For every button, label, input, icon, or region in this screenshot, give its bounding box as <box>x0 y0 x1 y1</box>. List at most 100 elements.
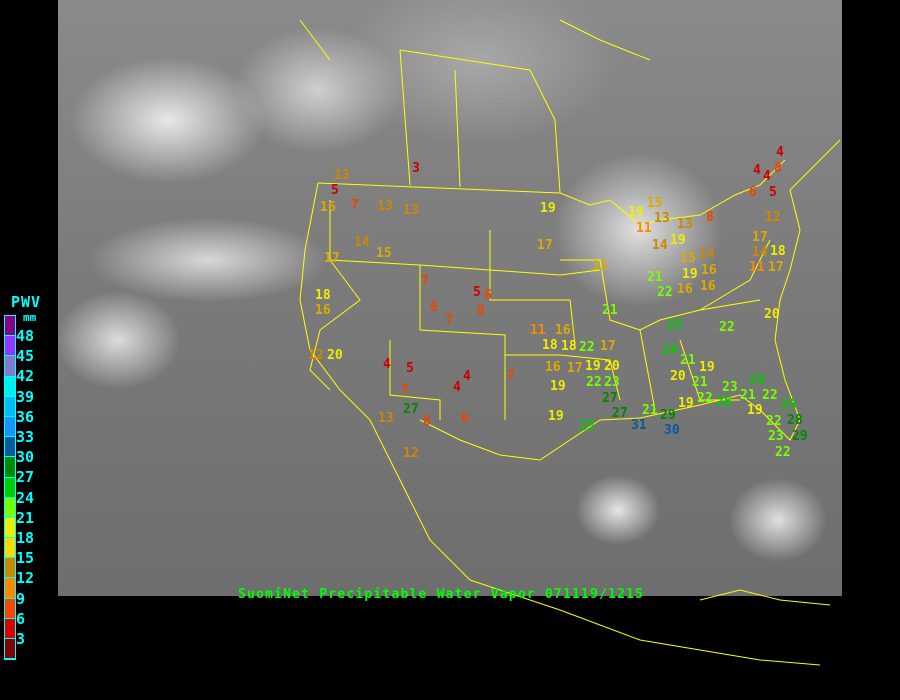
station-pwv-value: 20 <box>670 368 686 384</box>
station-pwv-value: 7 <box>445 312 453 328</box>
station-pwv-value: 16 <box>315 302 331 318</box>
legend-label: 27 <box>16 468 35 487</box>
station-pwv-value: 30 <box>664 422 680 438</box>
legend-label: 48 <box>16 327 35 345</box>
legend-swatch <box>5 396 15 417</box>
station-pwv-value: 21 <box>740 387 756 403</box>
station-pwv-value: 21 <box>647 269 663 285</box>
legend-swatch <box>5 356 15 377</box>
legend-swatch <box>5 517 15 539</box>
legend-swatch <box>5 497 15 518</box>
legend-swatch <box>5 457 15 478</box>
station-pwv-value: 8 <box>706 209 714 225</box>
station-pwv-value: 23 <box>722 379 738 395</box>
satellite-image <box>58 0 842 596</box>
station-pwv-value: 16 <box>700 278 716 294</box>
station-pwv-value: 4 <box>763 168 771 184</box>
station-pwv-value: 11 <box>749 259 765 275</box>
station-pwv-value: 20 <box>604 358 620 374</box>
station-pwv-value: 12 <box>403 445 419 461</box>
station-pwv-value: 19 <box>550 378 566 394</box>
station-pwv-value: 17 <box>324 250 340 266</box>
station-pwv-value: 7 <box>351 197 359 213</box>
station-pwv-value: 3 <box>412 160 420 176</box>
station-pwv-value: 17 <box>537 237 553 253</box>
station-pwv-value: 22 <box>775 444 791 460</box>
station-pwv-value: 31 <box>631 417 647 433</box>
station-pwv-value: 5 <box>769 184 777 200</box>
station-pwv-value: 13 <box>377 198 393 214</box>
legend-swatch <box>5 538 15 559</box>
station-pwv-value: 22 <box>697 390 713 406</box>
station-pwv-value: 27 <box>403 401 419 417</box>
legend-label: 45 <box>16 347 35 366</box>
legend-swatch <box>5 578 15 599</box>
station-pwv-value: 15 <box>647 195 663 211</box>
station-pwv-value: 16 <box>555 322 571 338</box>
station-pwv-value: 24 <box>749 372 765 388</box>
coastline <box>299 139 841 666</box>
station-pwv-value: 17 <box>768 259 784 275</box>
station-pwv-value: 11 <box>636 220 652 236</box>
legend-label: 30 <box>16 448 35 467</box>
station-pwv-value: 18 <box>542 337 558 353</box>
us-state-lines <box>309 200 771 420</box>
legend-swatch <box>5 598 15 619</box>
station-pwv-value: 22 <box>579 339 595 355</box>
station-pwv-value: 13 <box>654 210 670 226</box>
legend-label: 36 <box>16 407 35 426</box>
station-pwv-value: 22 <box>762 387 778 403</box>
station-pwv-value: 14 <box>752 244 768 260</box>
station-pwv-value: 16 <box>320 199 336 215</box>
legend-swatch <box>5 618 15 639</box>
station-pwv-value: 27 <box>602 390 618 406</box>
station-pwv-value: 19 <box>548 408 564 424</box>
station-pwv-value: 20 <box>327 347 343 363</box>
station-pwv-value: 8 <box>477 303 485 319</box>
station-pwv-value: 13 <box>677 216 693 232</box>
station-pwv-value: 12 <box>308 347 324 363</box>
station-pwv-value: 16 <box>701 262 717 278</box>
station-pwv-value: 21 <box>692 374 708 390</box>
station-pwv-value: 18 <box>770 243 786 259</box>
legend-swatch <box>5 639 15 660</box>
station-pwv-value: 19 <box>628 204 644 220</box>
legend-label: 9 <box>16 589 26 608</box>
station-pwv-value: 22 <box>657 284 673 300</box>
canada-province-lines <box>299 19 651 194</box>
legend-swatch <box>5 316 15 337</box>
station-pwv-value: 4 <box>453 379 461 395</box>
station-pwv-value: 6 <box>484 287 492 303</box>
legend-swatch <box>5 477 15 498</box>
station-pwv-value: 27 <box>612 405 628 421</box>
legend-label: 33 <box>16 428 35 446</box>
legend-swatch <box>5 336 15 357</box>
station-pwv-value: 7 <box>421 273 429 289</box>
station-pwv-value: 19 <box>682 266 698 282</box>
station-pwv-value: 13 <box>334 167 350 183</box>
station-pwv-value: 19 <box>540 200 556 216</box>
station-pwv-value: 18 <box>315 287 331 303</box>
station-pwv-value: 4 <box>753 162 761 178</box>
station-pwv-value: 29 <box>660 407 676 423</box>
station-pwv-value: 6 <box>461 410 469 426</box>
station-pwv-value: 19 <box>678 395 694 411</box>
station-pwv-value: 13 <box>403 202 419 218</box>
station-pwv-value: 11 <box>530 322 546 338</box>
station-pwv-value: 19 <box>670 232 686 248</box>
station-pwv-value: 19 <box>747 402 763 418</box>
station-pwv-value: 17 <box>600 338 616 354</box>
legend-swatch <box>5 558 15 579</box>
station-pwv-value: 19 <box>585 358 601 374</box>
station-pwv-value: 12 <box>765 209 781 225</box>
station-pwv-value: 22 <box>766 413 782 429</box>
legend-label: 24 <box>16 488 35 507</box>
legend-label: 15 <box>16 549 35 568</box>
station-pwv-value: 16 <box>677 281 693 297</box>
station-pwv-value: 13 <box>378 410 394 426</box>
legend-label: 18 <box>16 529 35 547</box>
station-pwv-value: 18 <box>561 338 577 354</box>
station-pwv-value: 14 <box>652 237 668 253</box>
station-pwv-value: 15 <box>680 250 696 266</box>
